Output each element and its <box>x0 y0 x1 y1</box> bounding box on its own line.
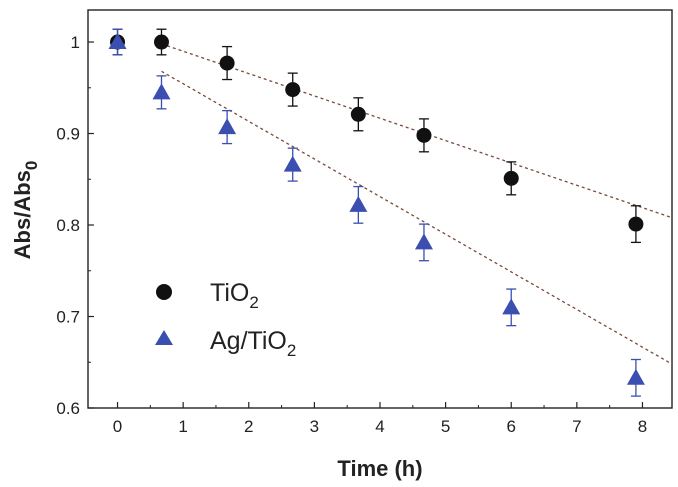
data-point-tio2 <box>153 34 169 50</box>
legend-label-tio2: TiO2 <box>210 279 259 312</box>
legend-label-tio2-sub: 2 <box>249 293 258 312</box>
legend-marker-ag-tio2 <box>155 330 173 345</box>
x-tick-label: 1 <box>178 417 187 436</box>
y-axis-title-main: Abs/Abs <box>10 170 35 259</box>
data-point-ag-tio2 <box>218 118 237 135</box>
data-point-ag-tio2 <box>502 298 521 315</box>
legend-label-ag-tio2-main: Ag/TiO <box>210 327 287 355</box>
data-point-tio2 <box>503 170 519 186</box>
data-point-ag-tio2 <box>349 195 368 212</box>
y-tick-label: 0.8 <box>56 216 80 235</box>
data-point-tio2 <box>416 127 432 143</box>
data-point-tio2 <box>285 82 301 98</box>
fit-line-ag-tio2 <box>161 70 673 365</box>
x-tick-label: 5 <box>441 417 450 436</box>
y-axis-title: Abs/Abs0 <box>10 161 41 260</box>
x-tick-label: 0 <box>113 417 122 436</box>
legend-label-ag-tio2-sub: 2 <box>287 341 296 360</box>
data-point-ag-tio2 <box>152 83 171 100</box>
legend-label-ag-tio2: Ag/TiO2 <box>210 327 296 360</box>
legend-marker-tio2 <box>156 284 172 300</box>
data-point-ag-tio2 <box>108 33 127 50</box>
x-axis-title: Time (h) <box>337 456 422 481</box>
x-tick-label: 7 <box>572 417 581 436</box>
y-axis-title-sub: 0 <box>22 161 41 170</box>
x-tick-label: 6 <box>507 417 516 436</box>
plot-frame <box>87 9 673 409</box>
data-point-tio2 <box>350 106 366 122</box>
data-point-tio2 <box>219 55 235 71</box>
fit-line-tio2 <box>161 43 673 219</box>
y-tick-label: 0.7 <box>56 308 80 327</box>
legend: TiO2 Ag/TiO2 <box>155 279 296 360</box>
data-point-tio2 <box>628 216 644 232</box>
x-tick-label: 3 <box>310 417 319 436</box>
data-point-ag-tio2 <box>626 368 645 385</box>
x-tick-label: 2 <box>244 417 253 436</box>
legend-label-tio2-main: TiO <box>210 279 249 307</box>
y-tick-label: 0.6 <box>56 399 80 418</box>
data-point-ag-tio2 <box>283 155 302 172</box>
y-tick-label: 0.9 <box>56 125 80 144</box>
data-point-ag-tio2 <box>414 233 433 250</box>
x-tick-label: 8 <box>638 417 647 436</box>
x-tick-label: 4 <box>375 417 384 436</box>
y-tick-label: 1 <box>71 33 80 52</box>
